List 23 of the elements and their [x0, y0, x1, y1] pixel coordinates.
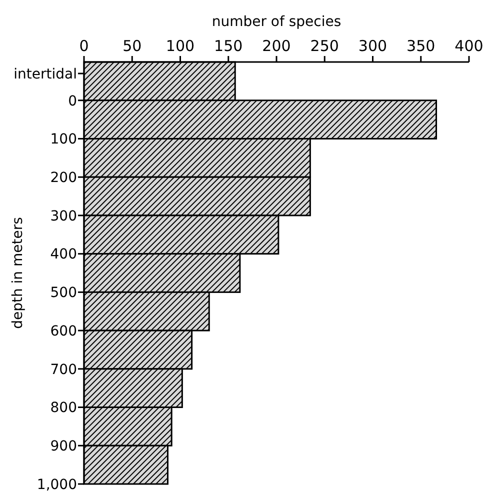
- x-tick-label: 100: [166, 37, 195, 55]
- x-tick-label: 300: [358, 37, 388, 55]
- x-tick-label: 150: [214, 37, 243, 55]
- y-tick-label: 0: [68, 93, 77, 110]
- y-tick-label: 900: [50, 438, 77, 455]
- x-tick-label: 0: [79, 37, 89, 55]
- y-tick-label: 300: [50, 208, 77, 224]
- y-tick-label: intertidal: [14, 66, 77, 82]
- x-tick-label: 50: [122, 37, 142, 55]
- y-axis-title: depth in meters: [10, 217, 26, 329]
- x-tick-label: 350: [406, 37, 436, 55]
- y-tick-label: 100: [50, 132, 77, 148]
- y-tick-label: 600: [50, 323, 77, 340]
- y-tick-label: 1,000: [36, 476, 77, 493]
- y-tick-label: 400: [50, 246, 77, 263]
- y-tick-label: 700: [50, 362, 77, 378]
- x-axis-title: number of species: [212, 14, 342, 30]
- y-tick-label: 800: [50, 400, 77, 416]
- x-tick-label: 250: [310, 37, 339, 55]
- x-tick-label: 200: [262, 37, 291, 55]
- y-tick-label: 500: [50, 285, 77, 302]
- x-tick-label: 400: [454, 37, 483, 55]
- y-tick-label: 200: [50, 170, 77, 186]
